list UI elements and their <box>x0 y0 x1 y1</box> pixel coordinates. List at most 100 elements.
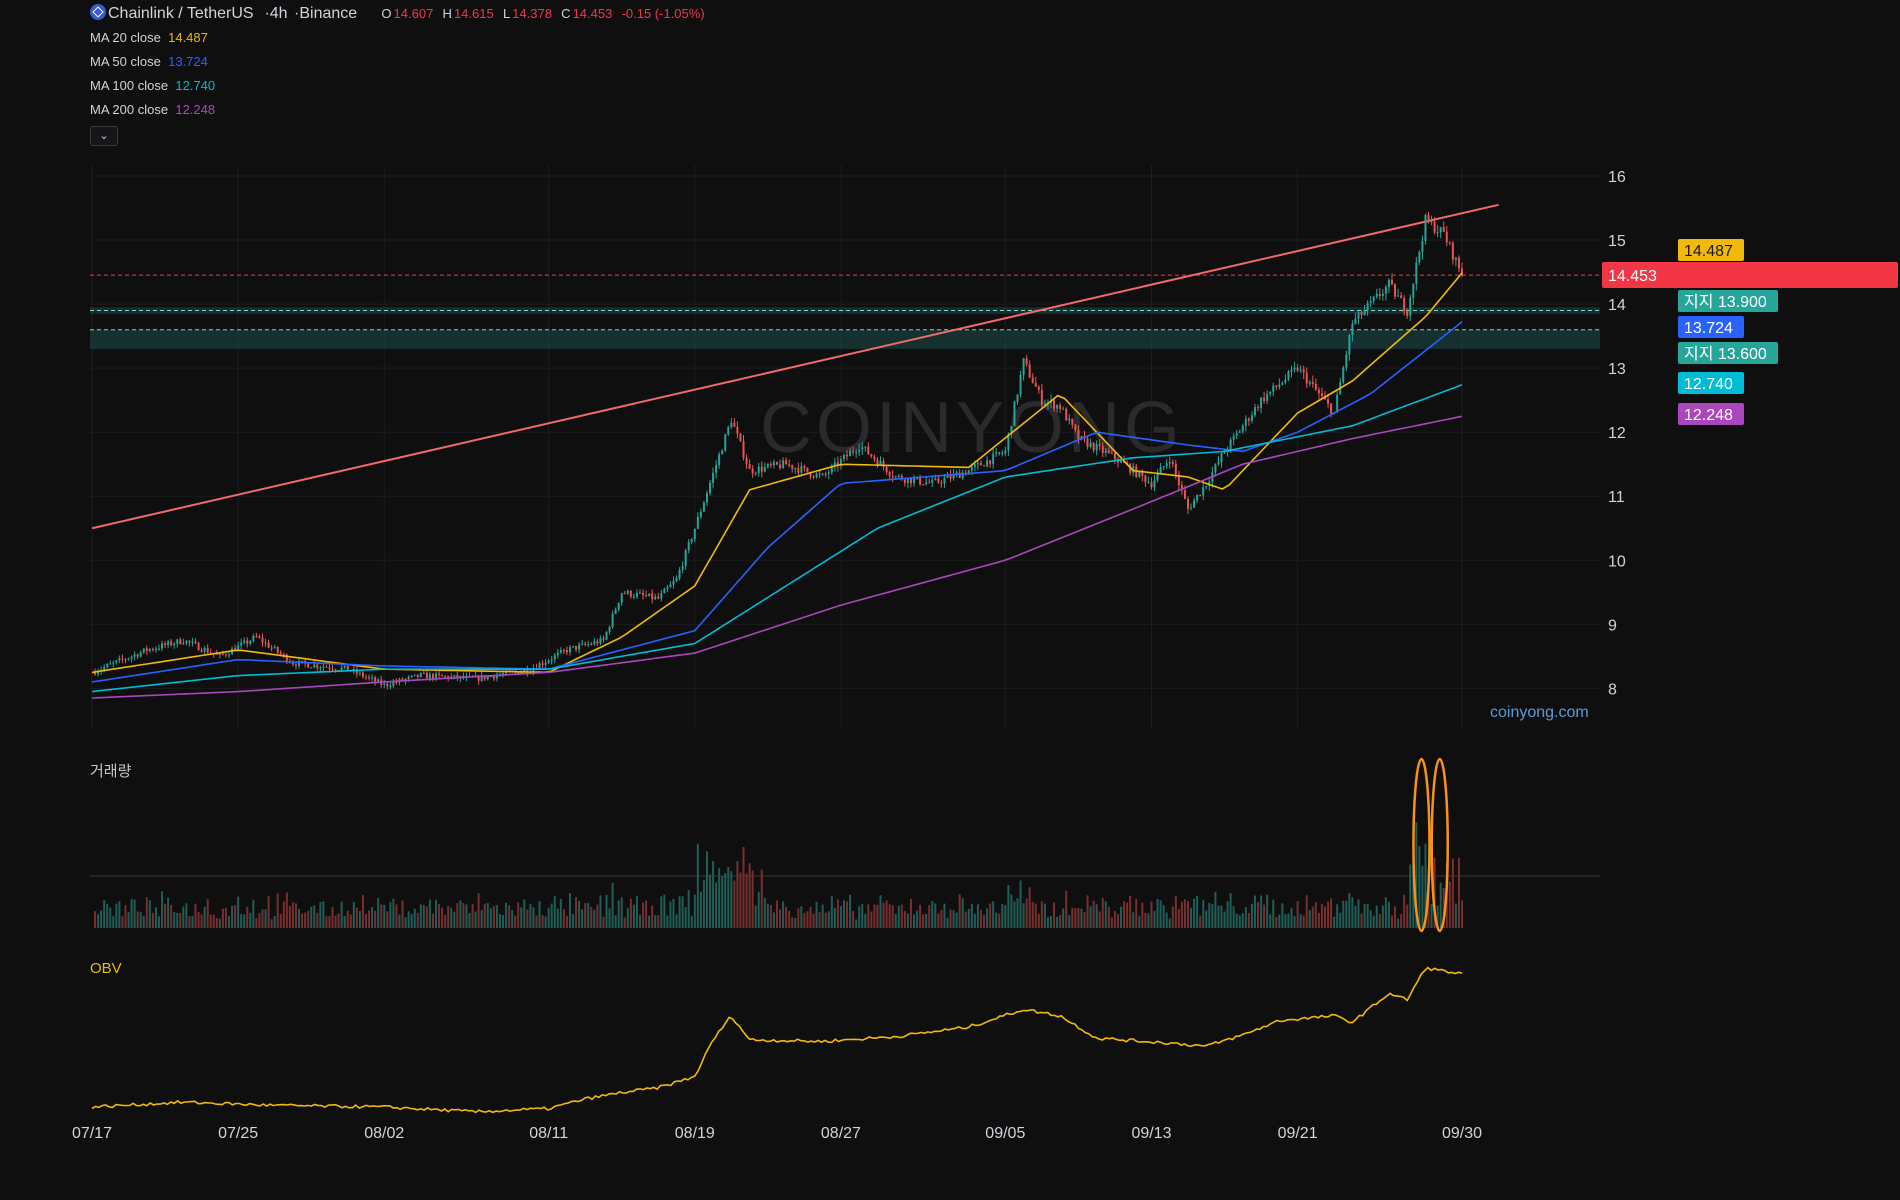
volume-bar <box>294 903 297 928</box>
candle-body <box>182 643 185 645</box>
candle-body <box>882 461 885 467</box>
ma200-value: 12.248 <box>175 102 216 117</box>
volume-bar <box>782 901 785 928</box>
volume-bar <box>986 908 989 928</box>
volume-bar <box>173 912 176 928</box>
candle-body <box>639 592 641 594</box>
volume-bar <box>404 917 407 928</box>
volume-bar <box>806 911 809 928</box>
candle-body <box>687 541 690 551</box>
candle-body <box>365 676 367 678</box>
volume-bar <box>346 910 349 928</box>
collapse-legend-button[interactable]: ⌄ <box>90 126 118 146</box>
volume-bar <box>221 908 224 928</box>
ma20-legend[interactable]: MA 20 close 14.487 <box>90 30 208 45</box>
ma100-legend[interactable]: MA 100 close 12.740 <box>90 78 216 93</box>
candle-body <box>1059 405 1062 410</box>
volume-bar <box>374 911 377 928</box>
volume-bar <box>1436 905 1439 928</box>
candle-body <box>733 422 736 427</box>
candle-body <box>806 467 809 472</box>
candle-body <box>1439 227 1442 233</box>
volume-bar <box>575 897 578 928</box>
volume-bar <box>961 898 964 928</box>
volume-bar <box>1095 904 1098 928</box>
candle-body <box>1445 231 1448 243</box>
candle-body <box>721 450 724 455</box>
candle-body <box>559 650 562 653</box>
volume-bar <box>471 904 474 928</box>
candle-body <box>139 652 142 657</box>
candle-body <box>413 674 416 676</box>
volume-bar <box>1074 908 1077 928</box>
volume-bar <box>669 901 672 928</box>
volume-bar <box>556 908 559 928</box>
candle-body <box>1007 434 1010 451</box>
candle-body <box>495 675 498 679</box>
volume-bar <box>785 906 788 928</box>
candle-body <box>282 654 285 656</box>
volume-bar <box>1308 910 1311 928</box>
volume-bar <box>218 918 221 928</box>
price-axis-label: 지지 13.600 <box>1684 345 1767 363</box>
interval-label[interactable]: 4h <box>269 5 288 22</box>
volume-bar <box>465 904 468 928</box>
candle-body <box>1120 460 1123 463</box>
volume-bar <box>1187 901 1189 928</box>
ma50-legend[interactable]: MA 50 close 13.724 <box>90 54 208 69</box>
candle-body <box>626 590 629 594</box>
candle-body <box>657 596 660 599</box>
candle-body <box>532 668 535 673</box>
candle-body <box>483 675 486 680</box>
candle-body <box>1290 369 1293 372</box>
candle-body <box>1263 397 1266 401</box>
candle-body <box>441 674 444 677</box>
volume-bar <box>115 903 118 928</box>
price-axis-label: 13.724 <box>1684 320 1733 337</box>
candle-body <box>401 678 404 681</box>
symbol-header[interactable]: Chainlink / TetherUS ·4h ·Binance O 14.60… <box>90 4 709 23</box>
open-label: O <box>381 6 392 21</box>
candle-body <box>1101 446 1104 453</box>
candle-body <box>298 660 301 666</box>
volume-bar <box>112 916 115 928</box>
volume-bar <box>1372 915 1375 928</box>
volume-bar <box>252 899 255 928</box>
volume-bar <box>833 907 836 928</box>
volume-bar <box>1247 913 1250 928</box>
volume-bar <box>1387 901 1390 928</box>
candle-body <box>858 449 861 452</box>
volume-bar <box>1317 912 1320 928</box>
volume-bar <box>1126 902 1129 928</box>
volume-bar <box>1153 910 1156 928</box>
ma200-legend[interactable]: MA 200 close 12.248 <box>90 102 216 117</box>
volume-bar <box>1363 904 1366 928</box>
volume-bar <box>538 901 541 928</box>
candle-body <box>660 593 663 599</box>
volume-bar <box>231 905 234 928</box>
volume-bar <box>882 902 885 928</box>
volume-bar <box>867 904 870 928</box>
candle-body <box>1141 470 1144 476</box>
candle-body <box>1284 379 1287 383</box>
candle-body <box>322 666 325 668</box>
volume-bar <box>681 896 684 928</box>
candle-body <box>919 476 922 485</box>
volume-bar <box>839 906 842 928</box>
candle-body <box>584 643 587 645</box>
candle-body <box>550 659 553 661</box>
candle-body <box>1043 403 1046 405</box>
volume-bar <box>1123 901 1126 928</box>
grid-lines <box>90 165 1600 728</box>
candle-body <box>967 470 970 475</box>
volume-bar <box>1037 913 1040 928</box>
candle-body <box>769 463 772 466</box>
volume-bar <box>514 915 517 928</box>
volume-bar <box>215 918 218 928</box>
candle-body <box>565 650 568 653</box>
volume-bar <box>736 861 739 928</box>
candle-body <box>218 653 221 655</box>
volume-bar <box>891 905 894 928</box>
volume-bar <box>1196 896 1199 928</box>
candle-body <box>395 681 398 683</box>
